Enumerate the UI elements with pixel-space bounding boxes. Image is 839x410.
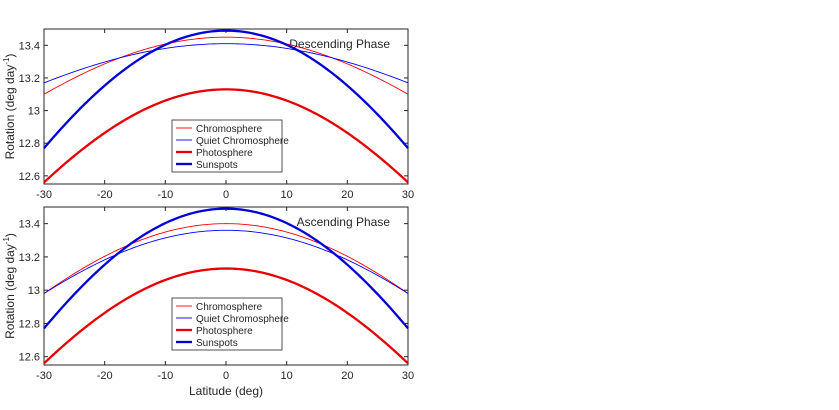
chart-panel-1: -30 -20 -10 0 10 20 30 12.6 12.8 13 13.2 13.4 Descen… [2, 28, 414, 201]
series-line-quiet-chromosphere [43, 229, 409, 294]
legend-label: Sunspots [196, 338, 238, 349]
series-line-quiet-chromosphere [43, 43, 409, 84]
legend-label: Chromosphere [196, 124, 263, 135]
x-tick-label: 0 [223, 370, 229, 382]
x-tick-label: -20 [97, 370, 113, 382]
y-axis-label: Rotation (deg day-1) [2, 54, 17, 160]
x-tick-label: 10 [281, 370, 293, 382]
y-tick-label: 13.4 [19, 219, 40, 231]
y-tick-label: 13.2 [19, 73, 40, 85]
y-axis-label: Rotation (deg day-1) [2, 233, 17, 339]
legend-label: Quiet Chromosphere [196, 314, 289, 325]
chart-title: Descending Phase [289, 37, 390, 51]
y-tick-label: 12.8 [19, 138, 40, 150]
y-tick-label: 13 [28, 106, 40, 118]
legend-label: Sunspots [196, 160, 238, 171]
series-line-photosphere [43, 88, 409, 184]
x-tick-label: 20 [341, 370, 353, 382]
x-tick-label: 0 [223, 189, 229, 201]
series-line-sunspots [43, 29, 409, 149]
chart-title: Ascending Phase [297, 215, 391, 229]
legend-label: Photosphere [196, 148, 253, 159]
y-tick-label: 12.6 [19, 171, 40, 183]
series-line-chromosphere [43, 36, 409, 95]
legend-label: Photosphere [196, 326, 253, 337]
x-axis-label: Latitude (deg) [189, 384, 263, 398]
series-line-sunspots [43, 207, 409, 330]
y-tick-label: 13.4 [19, 40, 40, 52]
legend-label: Quiet Chromosphere [196, 136, 289, 147]
series-line-chromosphere [43, 223, 409, 294]
y-tick-label: 12.6 [19, 352, 40, 364]
series-line-photosphere [43, 267, 409, 365]
x-tick-label: -30 [36, 189, 52, 201]
x-tick-label: 30 [402, 370, 414, 382]
x-tick-label: -10 [157, 370, 173, 382]
x-tick-label: -20 [97, 189, 113, 201]
x-tick-label: 30 [402, 189, 414, 201]
legend-label: Chromosphere [196, 302, 263, 313]
y-tick-label: 13 [28, 285, 40, 297]
x-tick-label: -30 [36, 370, 52, 382]
x-tick-label: -10 [157, 189, 173, 201]
chart-panel-2: -30 -20 -10 0 10 20 30 12.6 12.8 13 13.2 13.4 Ascend… [2, 206, 414, 398]
y-tick-label: 12.8 [19, 318, 40, 330]
x-tick-label: 10 [281, 189, 293, 201]
y-tick-label: 13.2 [19, 252, 40, 264]
x-tick-label: 20 [341, 189, 353, 201]
